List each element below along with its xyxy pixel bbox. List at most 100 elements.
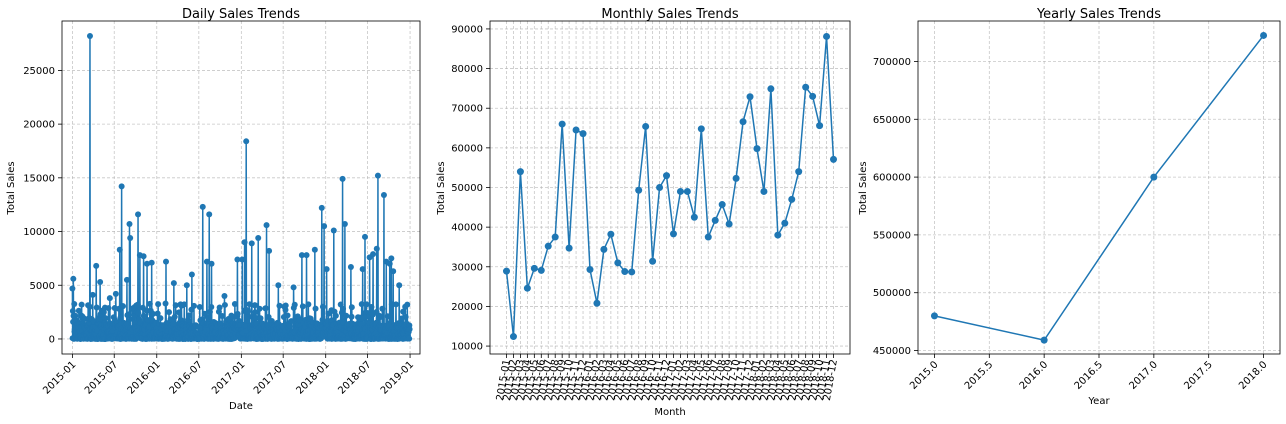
daily-sales-point: [206, 211, 213, 218]
daily-sales-point: [358, 301, 365, 308]
daily-sales-point: [361, 233, 368, 240]
daily-sales-point: [248, 240, 255, 247]
monthly-sales-point: [739, 118, 747, 126]
monthly-sales-point: [523, 284, 531, 292]
daily-sales-point: [323, 266, 330, 273]
monthly-sales-point: [544, 242, 552, 250]
monthly-sales-point: [635, 186, 643, 194]
daily-sales-point: [135, 309, 142, 316]
daily-sales-point: [118, 183, 125, 190]
monthly-sales-point: [802, 83, 810, 91]
monthly-sales-point: [621, 268, 629, 276]
daily-sales-point: [221, 292, 228, 299]
daily-sales-point: [252, 309, 259, 316]
daily-sales-point: [266, 247, 273, 254]
daily-sales-point: [89, 291, 96, 298]
daily-y-tick-label: 15000: [23, 173, 55, 184]
daily-sales-point: [380, 192, 387, 199]
daily-sales-point: [374, 172, 381, 179]
daily-sales-point: [148, 259, 155, 266]
daily-sales-point: [155, 301, 162, 308]
monthly-y-ticks: 10000 20000 30000 40000 50000 60000 70000 80000…: [451, 24, 490, 353]
monthly-sales-point: [823, 32, 831, 40]
monthly-sales-point: [565, 244, 573, 252]
daily-sales-point: [116, 246, 123, 253]
daily-sales-point: [276, 302, 283, 309]
yearly-sales-point: [1040, 336, 1048, 344]
daily-sales-point: [69, 308, 76, 315]
daily-sales-point: [97, 279, 104, 286]
daily-sales-point: [199, 203, 206, 210]
monthly-y-tick-label: 90000: [451, 24, 483, 35]
daily-sales-point: [303, 252, 310, 259]
monthly-sales-point: [649, 257, 657, 265]
daily-sales-point: [275, 282, 282, 289]
yearly-y-tick-label: 600000: [873, 173, 911, 184]
daily-sales-point: [368, 303, 375, 310]
monthly-sales-point: [809, 92, 817, 100]
daily-sales-point: [359, 266, 366, 273]
daily-sales-point: [72, 312, 79, 319]
daily-sales-point: [221, 301, 228, 308]
daily-sales-point: [257, 315, 264, 322]
monthly-sales-point: [788, 195, 796, 203]
monthly-y-tick-label: 30000: [451, 262, 483, 273]
daily-sales-point: [406, 326, 413, 333]
yearly-y-tick-label: 650000: [873, 115, 911, 126]
daily-sales-point: [170, 320, 177, 327]
monthly-y-tick-label: 20000: [451, 302, 483, 313]
daily-sales-point: [373, 245, 380, 252]
daily-sales-point: [208, 260, 215, 267]
yearly-y-tick-label: 700000: [873, 57, 911, 68]
daily-sales-point: [239, 256, 246, 263]
daily-sales-point: [186, 312, 193, 319]
daily-sales-point: [332, 312, 339, 319]
daily-sales-point: [102, 315, 109, 322]
daily-sales-point: [144, 317, 151, 323]
daily-sales-point: [106, 295, 113, 302]
daily-sales-point: [377, 314, 384, 321]
monthly-y-tick-label: 80000: [451, 64, 483, 75]
daily-sales-point: [291, 301, 298, 308]
monthly-sales-point: [656, 184, 664, 191]
daily-sales-point: [404, 301, 411, 308]
daily-sales-point: [290, 284, 297, 291]
daily-sales-point: [370, 251, 377, 258]
yearly-chart-title: Yearly Sales Trends: [1036, 7, 1161, 22]
monthly-sales-series: [503, 32, 837, 341]
yearly-y-ticks: 450000 500000 550000 600000 650000 700000: [873, 57, 918, 357]
monthly-sales-point: [781, 219, 789, 227]
monthly-sales-point: [767, 85, 775, 93]
monthly-chart-title: Monthly Sales Trends: [601, 7, 738, 22]
monthly-sales-point: [760, 187, 768, 195]
daily-sales-point: [217, 320, 224, 327]
daily-sales-point: [181, 301, 188, 308]
yearly-x-axis-label: Year: [1087, 396, 1110, 407]
daily-sales-point: [246, 301, 253, 308]
daily-sales-point: [135, 211, 142, 218]
monthly-sales-point: [816, 122, 824, 130]
daily-sales-point: [206, 308, 213, 315]
daily-sales-point: [243, 138, 250, 145]
daily-sales-point: [69, 285, 76, 292]
monthly-y-tick-label: 60000: [451, 143, 483, 154]
daily-sales-point: [144, 260, 151, 267]
daily-sales-point: [400, 308, 407, 315]
monthly-sales-point: [572, 126, 580, 134]
yearly-y-tick-label: 550000: [873, 230, 911, 241]
daily-sales-point: [183, 282, 190, 289]
yearly-sales-point: [930, 312, 938, 320]
daily-sales-point: [203, 258, 210, 265]
daily-sales-point: [78, 301, 85, 308]
daily-sales-point: [340, 305, 347, 312]
monthly-sales-point: [683, 187, 691, 195]
monthly-y-axis-label: Total Sales: [436, 161, 447, 215]
monthly-y-tick-label: 10000: [451, 342, 483, 353]
daily-sales-point: [286, 322, 293, 329]
daily-sales-point: [208, 303, 215, 310]
daily-sales-point: [127, 234, 134, 241]
monthly-x-ticks: 2015-012015-022015-032015-042015-052015-…: [495, 354, 840, 402]
yearly-sales-point: [1150, 173, 1158, 181]
monthly-y-tick-label: 40000: [451, 223, 483, 234]
